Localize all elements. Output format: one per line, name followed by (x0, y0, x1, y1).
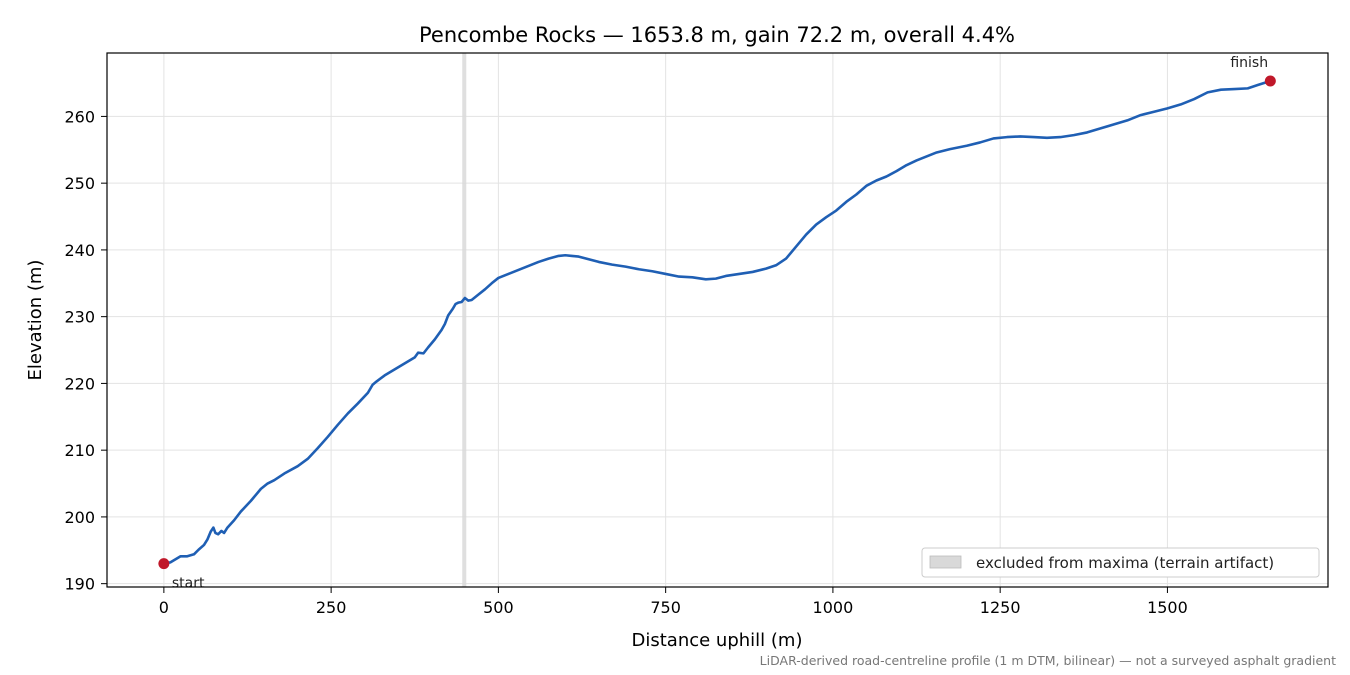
finish-marker (1264, 75, 1276, 87)
excluded-band (462, 53, 467, 587)
finish-label: finish (1230, 55, 1268, 71)
legend: excluded from maxima (terrain artifact) (921, 547, 1320, 578)
footnote: LiDAR-derived road-centreline profile (1… (760, 653, 1336, 668)
x-axis-label: Distance uphill (m) (632, 630, 803, 651)
y-tick-label: 260 (64, 107, 95, 126)
chart-title: Pencombe Rocks — 1653.8 m, gain 72.2 m, … (419, 23, 1015, 47)
y-tick-label: 190 (64, 575, 95, 594)
legend-swatch (929, 555, 962, 569)
elevation-line (162, 79, 1272, 565)
grid (107, 53, 1328, 587)
x-tick-label: 1000 (813, 598, 854, 617)
y-tick-label: 210 (64, 441, 95, 460)
x-ticks: 0 250 500 750 1000 1250 1500 (159, 587, 1188, 617)
y-tick-label: 200 (64, 508, 95, 527)
legend-box (921, 547, 1320, 578)
endpoint-markers: start finish (158, 55, 1276, 592)
y-ticks: 190 200 210 220 230 240 250 260 (64, 107, 107, 594)
y-tick-label: 230 (64, 308, 95, 327)
y-tick-label: 220 (64, 374, 95, 393)
x-tick-label: 750 (650, 598, 681, 617)
start-marker (158, 558, 170, 570)
start-label: start (172, 576, 205, 592)
y-tick-label: 240 (64, 241, 95, 260)
plot-frame (106, 52, 1329, 588)
x-tick-label: 1500 (1147, 598, 1188, 617)
y-axis-label: Elevation (m) (25, 260, 46, 381)
y-tick-label: 250 (64, 174, 95, 193)
legend-label: excluded from maxima (terrain artifact) (976, 554, 1274, 572)
x-tick-label: 0 (159, 598, 169, 617)
x-tick-label: 250 (316, 598, 347, 617)
x-tick-label: 1250 (980, 598, 1021, 617)
x-tick-label: 500 (483, 598, 514, 617)
